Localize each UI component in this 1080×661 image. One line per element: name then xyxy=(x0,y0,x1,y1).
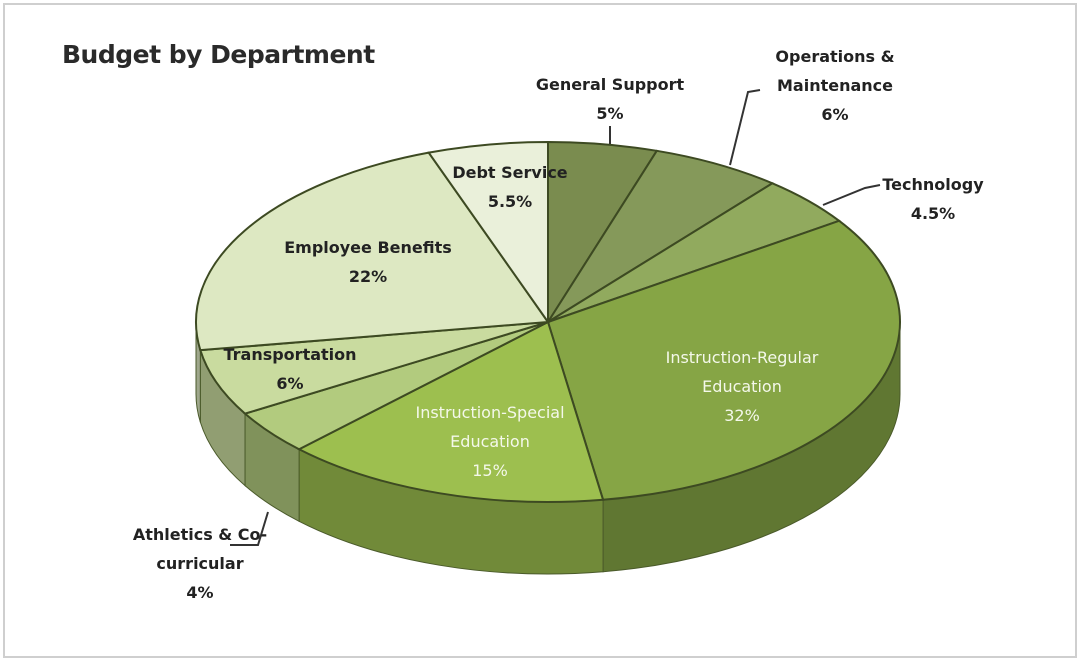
slice xyxy=(427,140,549,326)
value-label: 5% xyxy=(596,104,624,123)
value-label: 4.5% xyxy=(910,204,956,223)
leader-line xyxy=(729,89,761,166)
slice-label: Athletics & Co-curricular 4% xyxy=(120,520,280,607)
frame xyxy=(3,3,1077,658)
slice-label: Technology 4.5% xyxy=(868,170,998,228)
pie xyxy=(195,140,901,575)
slice xyxy=(547,149,775,323)
category-label: Technology xyxy=(882,175,984,194)
slice-label: General Support 5% xyxy=(520,70,700,128)
category-label: Instruction-Regular Education xyxy=(665,348,819,396)
slice-label: Instruction-Regular Education 32% xyxy=(637,343,847,430)
slice xyxy=(546,219,901,501)
slice-label: Employee Benefits 22% xyxy=(268,233,468,291)
category-label: Debt Service xyxy=(452,163,568,182)
category-label: Athletics & Co-curricular xyxy=(132,525,268,573)
slice xyxy=(195,151,550,352)
leader-line xyxy=(230,511,269,546)
category-label: Transportation xyxy=(223,345,357,364)
slice xyxy=(199,321,549,415)
slice xyxy=(296,320,605,503)
leader-lines xyxy=(230,89,881,546)
slice-label: Transportation 6% xyxy=(205,340,375,398)
category-label: Instruction-Special Education xyxy=(415,403,565,451)
value-label: 6% xyxy=(276,374,304,393)
value-label: 15% xyxy=(472,461,508,480)
value-label: 22% xyxy=(348,267,388,286)
value-label: 4% xyxy=(186,583,214,602)
value-label: 6% xyxy=(821,105,849,124)
slice-label: Instruction-Special Education 15% xyxy=(390,398,590,485)
category-label: Employee Benefits xyxy=(284,238,452,257)
slice-label: Operations & Maintenance 6% xyxy=(765,42,905,129)
category-label: Operations & Maintenance xyxy=(775,47,895,95)
leader-line xyxy=(822,184,881,206)
category-label: General Support xyxy=(535,75,685,94)
value-label: 32% xyxy=(724,406,760,425)
value-label: 5.5% xyxy=(487,192,533,211)
slice-label: Debt Service 5.5% xyxy=(445,158,575,216)
chart-title: Budget by Department xyxy=(62,40,375,69)
